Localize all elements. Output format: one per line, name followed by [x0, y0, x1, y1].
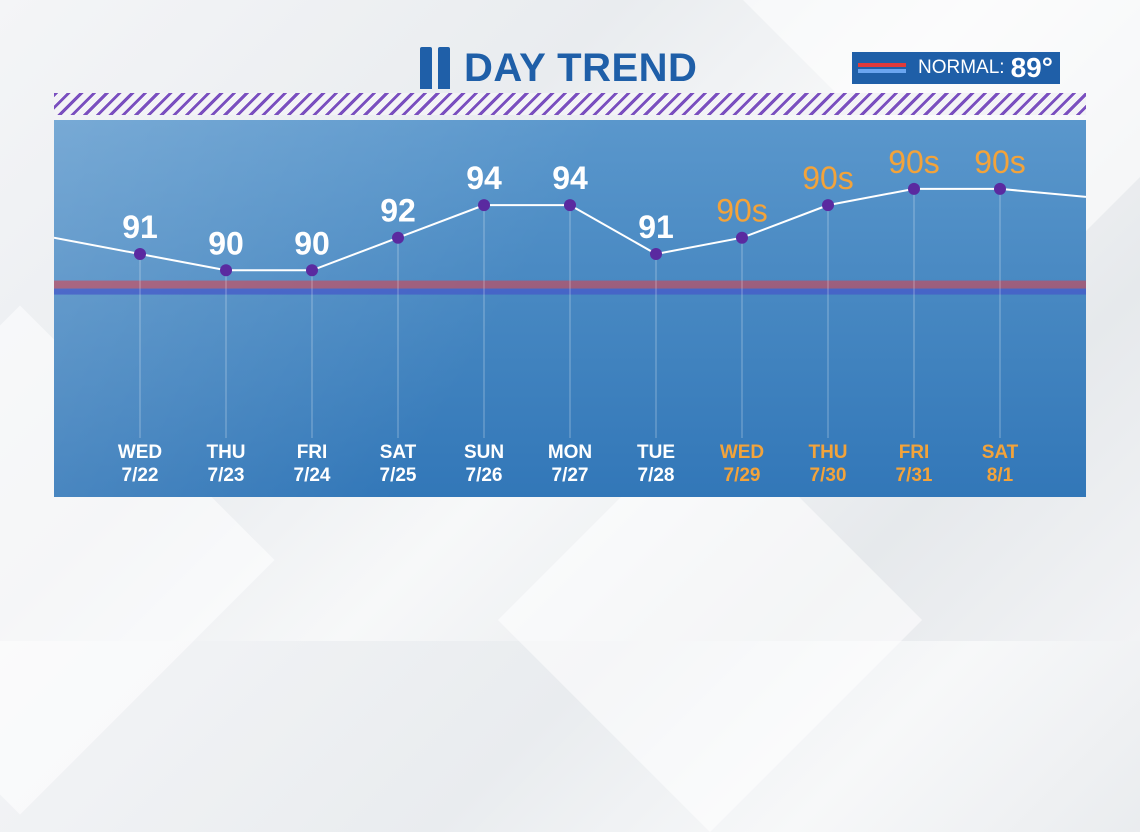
data-point: [650, 248, 662, 260]
date-label: 7/29: [724, 465, 761, 486]
trend-chart: 91WED7/2290THU7/2390FRI7/2492SAT7/2594SU…: [54, 144, 1086, 486]
day-label: FRI: [899, 442, 930, 463]
data-point: [220, 264, 232, 277]
day-label: SUN: [464, 442, 504, 463]
date-label: 7/22: [122, 465, 159, 486]
day-label: WED: [720, 442, 764, 463]
date-label: 7/31: [896, 465, 933, 486]
title-text: DAY TREND: [464, 45, 698, 90]
channel-11-logo-icon: [420, 47, 452, 89]
date-label: 7/28: [638, 465, 675, 486]
chart-title: DAY TREND: [420, 40, 697, 96]
date-label: 7/25: [380, 465, 417, 486]
data-point: [392, 231, 404, 244]
value-label: 94: [552, 160, 588, 196]
value-label: 90: [294, 225, 330, 261]
value-label: 91: [122, 209, 158, 245]
data-point: [822, 199, 834, 212]
normal-value: 89°: [1010, 52, 1053, 83]
day-label: SAT: [982, 442, 1019, 463]
day-label: SAT: [380, 442, 417, 463]
value-label: 91: [638, 209, 674, 245]
value-label: 90s: [802, 160, 854, 196]
day-label: MON: [548, 442, 592, 463]
value-label: 92: [380, 193, 416, 229]
date-label: 8/1: [987, 465, 1014, 486]
day-label: FRI: [297, 442, 328, 463]
data-point: [306, 264, 318, 277]
data-point: [564, 199, 576, 212]
day-label: TUE: [637, 442, 675, 463]
data-point: [994, 182, 1006, 195]
data-point: [736, 231, 748, 244]
date-label: 7/23: [208, 465, 245, 486]
data-point: [134, 248, 146, 260]
value-label: 94: [466, 160, 502, 196]
day-label: WED: [118, 442, 162, 463]
day-label: THU: [808, 442, 847, 463]
data-point: [908, 182, 920, 195]
date-label: 7/30: [810, 465, 847, 486]
value-label: 90: [208, 225, 244, 261]
day-label: THU: [206, 442, 245, 463]
date-label: 7/27: [552, 465, 589, 486]
normal-label: NORMAL:: [918, 57, 1005, 78]
date-label: 7/24: [294, 465, 331, 486]
chart-panel: 91 WED 7/22 90 THU 7/23 90 FRI 7/24 92 SAT 7/25 94 SU…: [54, 120, 1086, 497]
normal-line-swatch-icon: [858, 61, 906, 75]
value-label: 90s: [716, 193, 768, 229]
data-point: [478, 199, 490, 212]
normal-band-red: [54, 280, 1086, 289]
normal-band-blue: [54, 288, 1086, 295]
decorative-stripe: [54, 93, 1086, 115]
date-label: 7/26: [466, 465, 503, 486]
normal-legend: NORMAL: 89°: [852, 52, 1060, 84]
value-label: 90s: [974, 144, 1026, 180]
value-label: 90s: [888, 144, 940, 180]
